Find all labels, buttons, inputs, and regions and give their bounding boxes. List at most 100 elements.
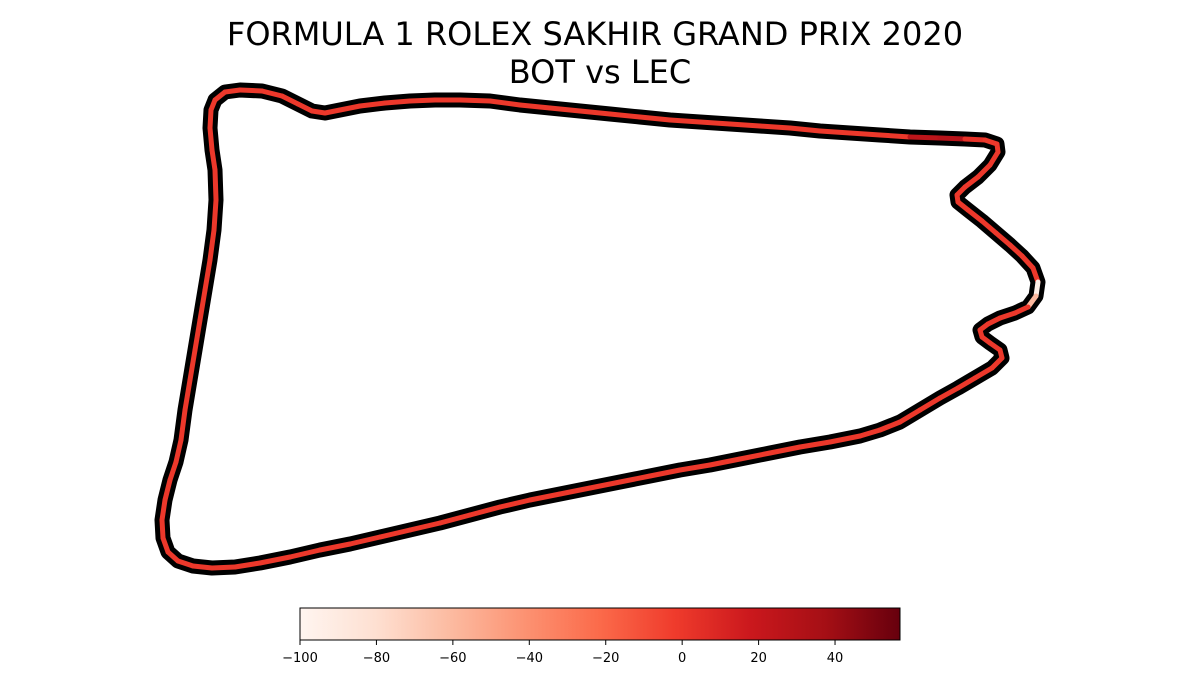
track-segment bbox=[209, 564, 238, 571]
track-segment bbox=[757, 123, 793, 131]
colorbar-tick-label: 0 bbox=[678, 651, 686, 666]
track-segment bbox=[997, 310, 1018, 321]
track-segment bbox=[877, 132, 913, 140]
track-outline bbox=[154, 82, 1046, 576]
track-segment bbox=[707, 456, 743, 468]
track-segment bbox=[917, 395, 943, 413]
track-segment bbox=[159, 517, 166, 541]
track-segment bbox=[937, 135, 968, 142]
track-segment bbox=[727, 121, 763, 129]
track-segment bbox=[207, 125, 215, 153]
track-segment bbox=[587, 479, 623, 491]
chart-title: FORMULA 1 ROLEX SAKHIR GRAND PRIX 2020 bbox=[226, 15, 964, 53]
track-segment bbox=[197, 287, 208, 323]
track-segment bbox=[527, 491, 563, 503]
track-segment bbox=[737, 450, 773, 462]
track-segment bbox=[190, 563, 215, 571]
track-segment bbox=[222, 87, 243, 95]
track-segment bbox=[187, 347, 198, 383]
track-segment bbox=[173, 437, 184, 465]
track-segment bbox=[607, 111, 643, 120]
track-segment bbox=[287, 547, 323, 560]
track-segment bbox=[212, 167, 219, 203]
track-segment bbox=[547, 105, 583, 114]
track-segment bbox=[897, 407, 923, 425]
track-segment bbox=[347, 534, 383, 547]
colorbar-tick-label: 40 bbox=[827, 651, 844, 666]
track-segment bbox=[497, 497, 533, 510]
track-segment bbox=[259, 88, 285, 99]
track-segment bbox=[178, 407, 188, 443]
track-segment bbox=[1007, 242, 1025, 259]
colorbar-tick-label: −80 bbox=[363, 651, 390, 666]
track-segment bbox=[337, 103, 363, 113]
colorbar-tick-label: −40 bbox=[516, 651, 543, 666]
track-segment bbox=[557, 485, 593, 497]
colorbar: −100 −80 −60 −40 −20 0 20 40 bbox=[282, 607, 901, 666]
track-segment bbox=[182, 377, 193, 413]
track-segment bbox=[257, 554, 293, 566]
track-segment bbox=[162, 477, 173, 503]
track-segment bbox=[877, 419, 903, 433]
track-segment bbox=[237, 87, 265, 94]
track-segment bbox=[487, 98, 523, 108]
track-segment bbox=[175, 558, 196, 569]
track-segment bbox=[975, 162, 993, 180]
track-segment bbox=[208, 97, 218, 113]
track-segment bbox=[979, 218, 999, 236]
track-segment bbox=[1019, 253, 1036, 271]
track-segment bbox=[357, 100, 388, 109]
track-segment bbox=[577, 108, 613, 117]
track-segment bbox=[817, 128, 853, 136]
track-segment bbox=[159, 497, 168, 523]
track-segment bbox=[517, 102, 553, 111]
track-segment bbox=[192, 317, 203, 353]
track-segment bbox=[317, 541, 353, 553]
colorbar-ticks: −100 −80 −60 −40 −20 0 20 40 bbox=[282, 640, 843, 666]
track-segment bbox=[322, 107, 343, 116]
track-segment bbox=[965, 207, 985, 224]
track-segment bbox=[955, 375, 978, 391]
track-segment bbox=[972, 365, 995, 381]
track-segment bbox=[962, 136, 988, 143]
track-segment bbox=[467, 504, 503, 518]
track-segment bbox=[677, 462, 713, 473]
colorbar-gradient bbox=[299, 607, 901, 641]
track-segment bbox=[407, 520, 443, 533]
chart-subtitle: BOT vs LEC bbox=[508, 53, 692, 91]
track-segment bbox=[382, 98, 413, 106]
colorbar-tick-label: −20 bbox=[592, 651, 619, 666]
track-segment bbox=[211, 197, 219, 233]
track-segment bbox=[847, 130, 883, 138]
track-segment bbox=[202, 257, 213, 293]
track-segment bbox=[167, 459, 179, 483]
track-segment bbox=[827, 433, 863, 445]
track-segment bbox=[232, 560, 263, 570]
track-segment bbox=[637, 114, 673, 123]
track-segment bbox=[767, 444, 803, 456]
track-segment bbox=[207, 227, 217, 263]
track-segment bbox=[617, 473, 653, 485]
track-segment bbox=[407, 97, 438, 104]
track-segment bbox=[207, 107, 214, 131]
colorbar-tick-label: −60 bbox=[439, 651, 466, 666]
track-segment bbox=[993, 230, 1013, 248]
track-segment bbox=[437, 512, 473, 526]
track-segment bbox=[647, 467, 683, 479]
track-segment bbox=[987, 149, 1001, 168]
track-segment bbox=[377, 527, 413, 540]
track-segment bbox=[937, 385, 961, 401]
track-segment bbox=[697, 119, 733, 127]
track-segment bbox=[787, 125, 823, 134]
colorbar-tick-label: −100 bbox=[282, 651, 318, 666]
track-segment bbox=[667, 117, 703, 125]
track-segment bbox=[797, 439, 833, 450]
track-segment bbox=[857, 427, 883, 439]
track-segment bbox=[295, 101, 315, 114]
track-segment bbox=[209, 147, 218, 173]
colorbar-tick-label: 20 bbox=[750, 651, 767, 666]
track-layer bbox=[154, 82, 1046, 576]
track-segment bbox=[279, 93, 301, 107]
track-segment bbox=[907, 134, 943, 141]
